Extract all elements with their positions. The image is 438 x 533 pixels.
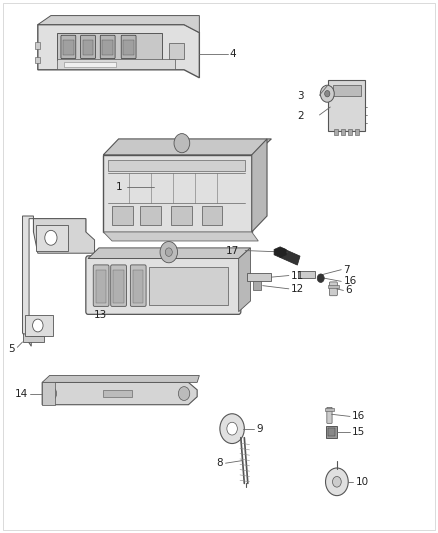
Text: 15: 15 bbox=[352, 427, 365, 437]
Bar bbox=[201, 206, 223, 225]
Bar bbox=[348, 130, 352, 135]
Text: 17: 17 bbox=[226, 246, 239, 255]
Bar bbox=[133, 270, 144, 303]
Polygon shape bbox=[103, 139, 272, 155]
Polygon shape bbox=[22, 333, 44, 342]
Text: 6: 6 bbox=[346, 286, 352, 295]
Circle shape bbox=[174, 134, 190, 153]
Polygon shape bbox=[42, 375, 199, 382]
Text: 2: 2 bbox=[297, 111, 304, 121]
Bar bbox=[297, 271, 315, 278]
FancyBboxPatch shape bbox=[86, 256, 241, 314]
FancyBboxPatch shape bbox=[121, 35, 136, 59]
Bar bbox=[149, 266, 228, 305]
Circle shape bbox=[325, 468, 348, 496]
FancyBboxPatch shape bbox=[329, 282, 337, 296]
Bar bbox=[141, 206, 161, 225]
Bar bbox=[35, 42, 40, 49]
Bar bbox=[326, 426, 337, 438]
Bar bbox=[124, 39, 134, 55]
Circle shape bbox=[160, 241, 177, 263]
Bar bbox=[83, 39, 93, 55]
Bar bbox=[247, 273, 272, 281]
Bar bbox=[328, 428, 335, 435]
Circle shape bbox=[165, 248, 172, 256]
Polygon shape bbox=[274, 247, 286, 257]
Bar bbox=[171, 206, 192, 225]
Text: 11: 11 bbox=[291, 271, 304, 280]
Polygon shape bbox=[38, 25, 199, 78]
Text: 14: 14 bbox=[15, 389, 28, 399]
FancyBboxPatch shape bbox=[81, 35, 95, 59]
Polygon shape bbox=[33, 219, 95, 253]
Text: 16: 16 bbox=[343, 277, 357, 286]
FancyBboxPatch shape bbox=[111, 265, 127, 306]
Text: 4: 4 bbox=[230, 49, 237, 59]
Bar bbox=[328, 285, 339, 288]
Bar bbox=[35, 57, 40, 63]
Bar bbox=[63, 39, 74, 55]
Bar bbox=[64, 62, 117, 67]
Circle shape bbox=[45, 230, 57, 245]
Bar bbox=[96, 270, 106, 303]
Text: 10: 10 bbox=[356, 477, 369, 487]
Polygon shape bbox=[38, 15, 199, 33]
FancyBboxPatch shape bbox=[93, 265, 109, 306]
Bar bbox=[103, 155, 252, 232]
FancyBboxPatch shape bbox=[327, 407, 332, 423]
Text: 7: 7 bbox=[343, 265, 350, 274]
Text: 8: 8 bbox=[217, 458, 223, 468]
Polygon shape bbox=[252, 139, 267, 232]
Bar bbox=[112, 206, 133, 225]
Bar bbox=[35, 225, 68, 251]
FancyBboxPatch shape bbox=[100, 35, 115, 59]
Bar bbox=[113, 270, 124, 303]
Circle shape bbox=[320, 85, 334, 102]
Bar bbox=[103, 390, 132, 397]
Bar bbox=[341, 130, 345, 135]
Circle shape bbox=[332, 477, 341, 487]
Bar bbox=[169, 43, 184, 59]
Circle shape bbox=[32, 319, 43, 332]
Polygon shape bbox=[103, 232, 258, 241]
Bar bbox=[108, 160, 245, 171]
Bar bbox=[57, 59, 175, 69]
FancyBboxPatch shape bbox=[131, 265, 146, 306]
Bar bbox=[57, 33, 162, 60]
Bar bbox=[355, 130, 359, 135]
Bar bbox=[42, 382, 55, 405]
Circle shape bbox=[178, 386, 190, 400]
Text: 12: 12 bbox=[291, 284, 304, 294]
Bar bbox=[25, 316, 53, 336]
Text: 5: 5 bbox=[8, 344, 15, 354]
Circle shape bbox=[317, 274, 324, 282]
Polygon shape bbox=[42, 382, 197, 405]
FancyBboxPatch shape bbox=[328, 80, 365, 131]
Text: 1: 1 bbox=[116, 182, 122, 192]
Text: 13: 13 bbox=[94, 310, 107, 320]
Circle shape bbox=[45, 386, 57, 400]
Bar bbox=[102, 39, 113, 55]
Bar bbox=[280, 248, 300, 265]
Circle shape bbox=[220, 414, 244, 443]
Circle shape bbox=[325, 91, 330, 97]
Text: 9: 9 bbox=[256, 424, 263, 434]
Text: 16: 16 bbox=[352, 411, 365, 422]
Bar bbox=[325, 408, 334, 411]
Polygon shape bbox=[88, 248, 251, 259]
Polygon shape bbox=[22, 216, 86, 346]
Polygon shape bbox=[239, 248, 251, 312]
Bar bbox=[332, 85, 361, 96]
Text: 3: 3 bbox=[297, 91, 304, 101]
FancyBboxPatch shape bbox=[61, 35, 76, 59]
Bar bbox=[334, 130, 338, 135]
Circle shape bbox=[227, 422, 237, 435]
Bar bbox=[253, 281, 261, 290]
